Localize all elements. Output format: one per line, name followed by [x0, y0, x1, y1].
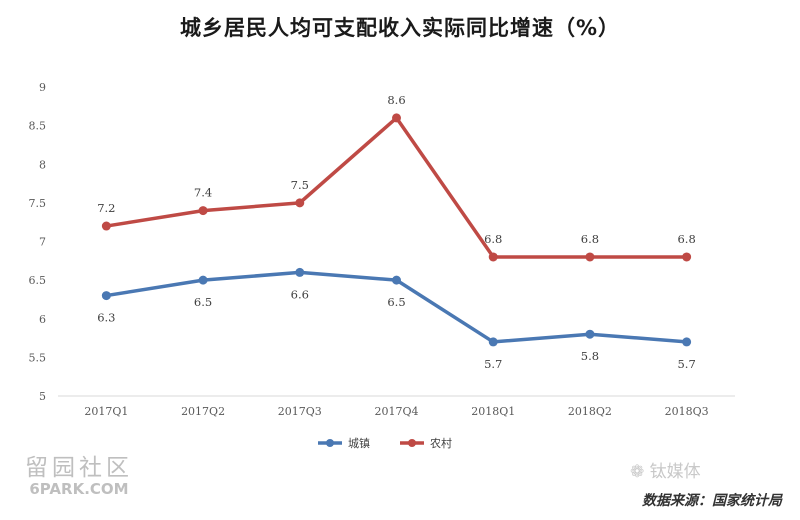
data-point — [198, 275, 208, 285]
chart-title: 城乡居民人均可支配收入实际同比增速（%） — [179, 16, 621, 40]
data-point — [585, 329, 595, 339]
data-point — [101, 291, 111, 301]
data-label: 6.5 — [194, 295, 212, 309]
data-point — [295, 198, 305, 208]
y-tick-label: 6 — [39, 313, 46, 326]
x-tick-label: 2018Q2 — [568, 405, 612, 418]
x-tick-label: 2018Q1 — [471, 405, 515, 418]
watermark-right-text: 钛媒体 — [649, 462, 701, 482]
data-point — [295, 267, 305, 277]
x-tick-label: 2017Q2 — [181, 405, 225, 418]
data-label: 6.3 — [97, 311, 115, 325]
data-label: 8.6 — [387, 93, 405, 107]
data-point — [682, 337, 692, 347]
watermark-en-text: 6PARK.COM — [29, 480, 129, 498]
data-point — [392, 113, 401, 123]
data-point — [488, 337, 498, 347]
source-note: 数据来源：国家统计局 — [642, 493, 782, 509]
x-tick-label: 2017Q1 — [84, 405, 128, 418]
data-label: 6.8 — [677, 232, 695, 246]
data-point — [488, 252, 498, 262]
y-tick-label: 5 — [39, 390, 46, 403]
y-tick-label: 7.5 — [29, 197, 47, 210]
y-tick-label: 7 — [39, 236, 46, 249]
data-label: 6.5 — [387, 295, 405, 309]
data-label: 6.8 — [581, 232, 599, 246]
legend-marker — [408, 439, 416, 447]
series-layer: 6.3 6.5 6.6 6.5 5.7 5.8 5.7 7.2 7.4 7.5 8.6 6.8 6.8 6… — [97, 93, 696, 371]
legend-label: 城镇 — [348, 436, 370, 450]
data-label: 7.2 — [97, 201, 115, 215]
legend-marker — [326, 439, 334, 447]
axis-layer: 5 5.5 6 6.5 7 7.5 8 8.5 9 2017Q1 2017Q2 2017Q3 2017Q… — [29, 81, 735, 418]
x-tick-label: 2018Q3 — [665, 405, 709, 418]
data-label: 6.8 — [484, 232, 502, 246]
data-label: 5.8 — [581, 349, 599, 363]
data-label: 6.6 — [291, 287, 309, 301]
wechat-icon: ❁ — [630, 462, 650, 482]
watermark-6park: 留园社区 6PARK.COM — [14, 448, 144, 498]
y-tick-label: 5.5 — [29, 351, 47, 364]
data-point — [101, 221, 111, 231]
x-tick-label: 2017Q3 — [278, 405, 322, 418]
y-tick-label: 8 — [39, 158, 46, 171]
data-label: 7.5 — [291, 178, 309, 192]
data-label: 5.7 — [677, 357, 695, 371]
data-point — [198, 206, 208, 216]
y-tick-label: 6.5 — [29, 274, 47, 287]
watermark-cn-text: 留园社区 — [25, 455, 133, 481]
data-label: 7.4 — [194, 186, 212, 200]
y-tick-label: 9 — [39, 81, 46, 94]
legend: 城镇 农村 — [318, 436, 452, 450]
data-point — [682, 252, 692, 262]
x-tick-label: 2017Q4 — [374, 405, 418, 418]
data-point — [585, 252, 595, 262]
watermark-tmtpost: ❁ 钛媒体 — [630, 457, 701, 482]
y-tick-label: 8.5 — [29, 120, 47, 133]
data-point — [392, 275, 401, 285]
legend-label: 农村 — [430, 436, 452, 450]
data-label: 5.7 — [484, 357, 502, 371]
